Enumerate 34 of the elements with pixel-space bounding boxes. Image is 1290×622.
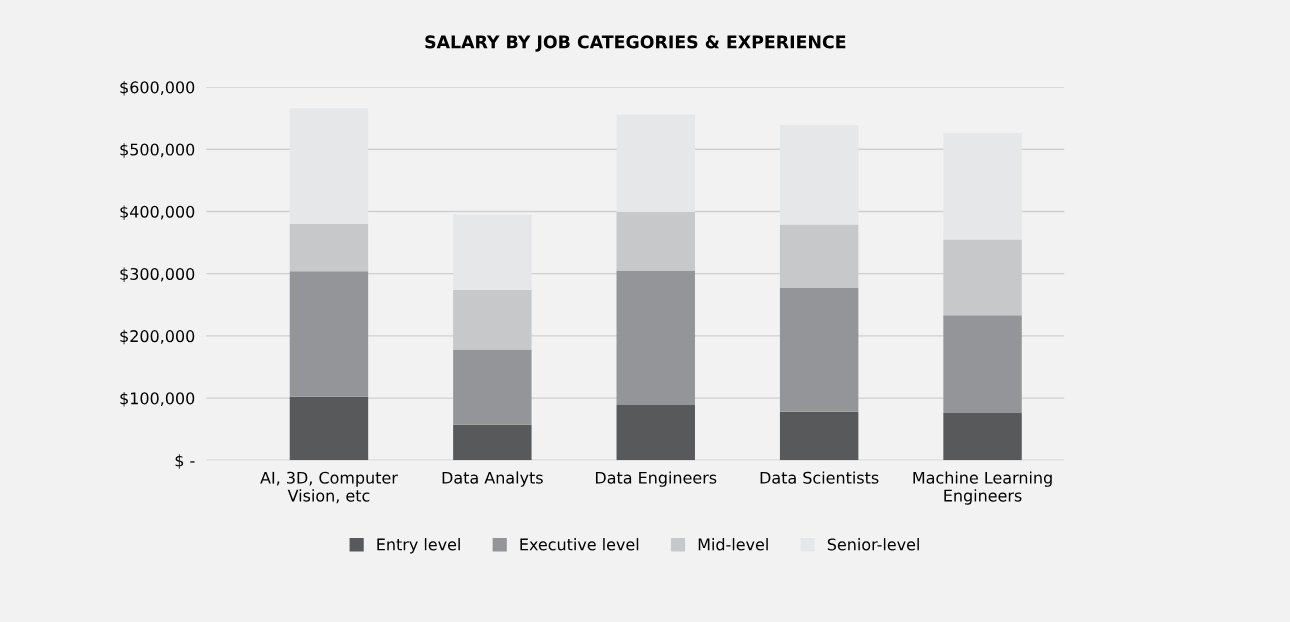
bar: [453, 424, 532, 461]
bar: [453, 349, 532, 425]
y-tick-label: $300,000: [120, 267, 195, 283]
y-tick-label: $600,000: [120, 81, 195, 96]
x-tick-label: Data Analyts: [442, 471, 543, 487]
legend-label: Mid-level: [698, 538, 768, 551]
bar: [289, 396, 369, 461]
bar: [616, 270, 695, 405]
y-tick-label: $400,000: [120, 205, 195, 220]
chart-title: SALARY BY JOB CATEGORIES & EXPERIENCE: [425, 35, 846, 52]
y-tick-label: $ -: [175, 454, 195, 469]
bar: [943, 413, 1022, 461]
bar: [779, 287, 859, 412]
bar: [616, 212, 695, 271]
bar: [943, 315, 1022, 414]
bar: [779, 125, 859, 225]
bar: [453, 214, 532, 290]
legend-label: Executive level: [520, 538, 639, 551]
legend-label: Senior-level: [827, 538, 919, 551]
y-tick-label: $500,000: [120, 143, 195, 158]
bar: [289, 223, 369, 272]
y-tick-label: $100,000: [120, 392, 195, 407]
legend-label: Entry level: [377, 538, 460, 554]
bar: [289, 271, 369, 397]
bar: [943, 133, 1022, 240]
x-tick-label: Data Engineers: [595, 471, 717, 487]
y-tick-label: $200,000: [120, 329, 195, 345]
bar: [289, 108, 369, 224]
bar: [616, 404, 695, 461]
x-tick-label: Machine Learning Engineers: [913, 471, 1052, 505]
x-tick-label: AI, 3D, Computer Vision, etc: [260, 471, 398, 504]
x-tick-label: Data Scientists: [760, 471, 879, 484]
bar: [779, 411, 859, 461]
bar: [616, 114, 695, 213]
